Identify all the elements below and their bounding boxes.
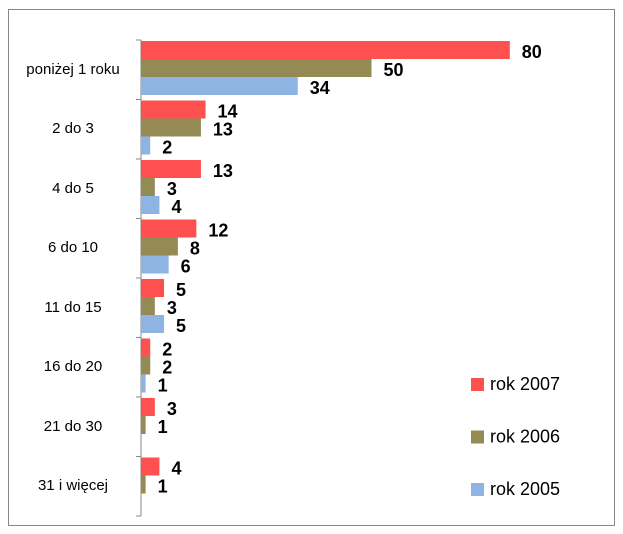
value-label: 1	[158, 476, 168, 496]
y-tick-label: 2 do 3	[52, 120, 94, 138]
bar	[141, 457, 160, 476]
legend-label: rok 2006	[490, 426, 560, 446]
value-label: 5	[176, 280, 186, 300]
value-label: 3	[167, 298, 177, 318]
value-label: 4	[171, 197, 181, 217]
legend-swatch	[471, 483, 484, 496]
legend-swatch	[471, 430, 484, 444]
value-label: 14	[218, 101, 238, 121]
value-label: 3	[167, 399, 177, 419]
bar	[141, 196, 160, 214]
bar	[141, 136, 151, 155]
bar	[141, 255, 169, 274]
bar	[141, 77, 298, 95]
bar	[141, 374, 146, 393]
bar	[141, 41, 510, 59]
legend-label: rok 2007	[490, 374, 560, 394]
y-tick-label: poniżej 1 roku	[26, 60, 120, 78]
bar	[141, 100, 206, 119]
bar	[141, 279, 165, 297]
chart-border	[8, 9, 615, 526]
value-label: 2	[162, 339, 172, 359]
bar	[141, 356, 151, 375]
bar	[141, 297, 155, 315]
value-label: 1	[158, 417, 168, 437]
value-label: 80	[522, 42, 542, 62]
bar	[141, 219, 197, 238]
y-tick-label: 31 i więcej	[37, 477, 109, 495]
bar	[141, 315, 165, 333]
bar	[141, 416, 146, 434]
bar	[141, 338, 151, 357]
bar	[141, 59, 372, 77]
value-label: 2	[162, 357, 172, 377]
y-tick-label: 21 do 30	[43, 417, 103, 435]
y-tick-label: 16 do 20	[43, 358, 103, 376]
y-tick-label: 4 do 5	[52, 179, 94, 197]
y-tick-label: 11 do 15	[44, 298, 102, 316]
bar	[141, 398, 155, 416]
value-label: 4	[171, 458, 181, 478]
value-label: 3	[167, 179, 177, 199]
value-label: 5	[176, 316, 186, 336]
value-label: 8	[190, 238, 200, 258]
value-label: 2	[162, 137, 172, 157]
bar	[141, 160, 201, 178]
bar	[141, 237, 178, 256]
value-label: 6	[181, 256, 191, 276]
value-label: 1	[158, 375, 168, 395]
value-label: 50	[384, 60, 404, 80]
bar	[141, 475, 146, 494]
value-label: 12	[208, 220, 228, 240]
value-label: 13	[213, 119, 233, 139]
bar	[141, 118, 201, 137]
value-label: 13	[213, 161, 233, 181]
bar	[141, 178, 155, 196]
legend-swatch	[471, 378, 484, 391]
y-tick-label: 6 do 10	[47, 239, 99, 257]
legend-label: rok 2005	[490, 479, 560, 499]
value-label: 34	[310, 78, 330, 98]
